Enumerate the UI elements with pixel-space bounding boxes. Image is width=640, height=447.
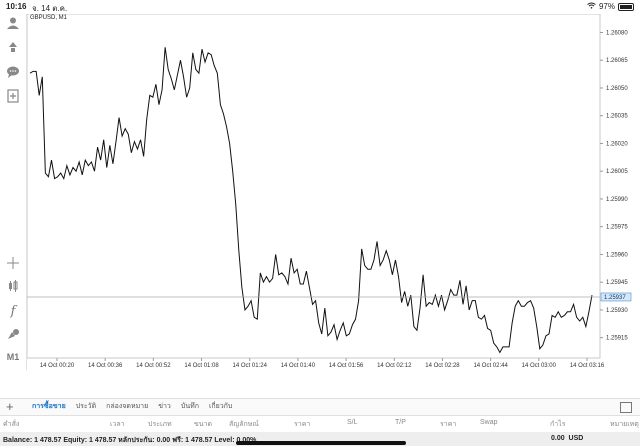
tab-4[interactable]: บันทึก (180, 403, 199, 410)
tab-2[interactable]: กล่องจดหมาย (106, 403, 149, 410)
x-tick-label: 14 Oct 02:12 (377, 363, 412, 369)
price-series-line (29, 47, 593, 354)
y-tick-label: 1.26005 (606, 169, 628, 175)
y-tick-label: 1.26035 (606, 114, 628, 120)
x-tick-label: 14 Oct 00:52 (136, 363, 171, 369)
balance-bar: Balance: 1 478.57 Equity: 1 478.57 หลักป… (0, 432, 640, 446)
x-tick-label: 14 Oct 03:16 (570, 363, 605, 369)
current-price-box (600, 292, 632, 302)
crosshair-icon[interactable] (4, 254, 22, 272)
y-tick-label: 1.25975 (606, 225, 628, 231)
battery-percent: 97% (598, 2, 615, 11)
column-header[interactable]: กำไร (550, 421, 566, 428)
tab-3[interactable]: ข่าว (158, 403, 171, 410)
column-header[interactable]: S/L (347, 419, 358, 426)
x-tick-label: 14 Oct 01:08 (184, 363, 219, 369)
plot-frame (26, 13, 601, 359)
profit-total: 0.00 USD (551, 435, 583, 442)
status-time: 10:16 (6, 2, 27, 11)
y-tick-label: 1.26050 (606, 86, 628, 92)
chart-type-icon[interactable] (4, 277, 22, 295)
chart-svg: 1.26080 1.26065 1.26050 1.26035 1.26020 1.260… (26, 13, 632, 369)
profit-currency: USD (568, 435, 584, 442)
window-toggle-icon[interactable] (620, 402, 632, 413)
tab-1[interactable]: ประวัติ (75, 403, 97, 410)
y-tick-label: 1.26065 (606, 58, 628, 64)
column-header[interactable]: สัญลักษณ์ (229, 421, 259, 428)
x-tick-label: 14 Oct 00:36 (88, 363, 123, 369)
price-chart[interactable]: 1.26080 1.26065 1.26050 1.26035 1.26020 1.260… (26, 13, 640, 370)
x-tick-label: 14 Oct 01:40 (281, 363, 316, 369)
column-header[interactable]: ราคา (440, 421, 457, 428)
chat-icon[interactable] (4, 63, 22, 81)
tab-0[interactable]: การซื้อขาย (32, 403, 66, 410)
column-header[interactable]: หมายเหตุ (610, 421, 639, 428)
y-tick-label: 1.26020 (606, 141, 628, 147)
status-bar: 10:16 จ. 14 ต.ค. 97% (0, 0, 640, 14)
new-order-icon[interactable] (4, 87, 22, 105)
profit-value: 0.00 (551, 435, 565, 442)
y-tick-label: 1.25960 (606, 252, 628, 258)
battery-icon (618, 2, 634, 11)
column-header[interactable]: คำสั่ง (3, 421, 20, 428)
add-icon[interactable]: + (6, 399, 14, 414)
column-header[interactable]: ขนาด (194, 421, 213, 428)
tab-5[interactable]: เกี่ยวกับ (208, 403, 233, 410)
column-header[interactable]: Swap (480, 419, 498, 426)
trade-table-header: คำสั่ง เวลา ประเภท ขนาด สัญลักษณ์ ราคา S/L T/P ร… (0, 416, 640, 430)
column-header[interactable]: T/P (395, 419, 406, 426)
column-header[interactable]: ราคา (294, 421, 311, 428)
column-header[interactable]: เวลา (110, 421, 125, 428)
timeframe-button[interactable]: M1 (6, 352, 20, 362)
chart-symbol-label: GBPUSD, M1 (30, 15, 68, 21)
tab-list: การซื้อขาย ประวัติ กล่องจดหมาย ข่าว บันทึก เก… (32, 399, 232, 415)
column-header[interactable]: ประเภท (148, 421, 172, 428)
objects-icon[interactable] (4, 325, 22, 343)
x-tick-label: 14 Oct 02:28 (425, 363, 460, 369)
x-tick-label: 14 Oct 01:24 (233, 363, 268, 369)
status-date: จ. 14 ต.ค. (32, 4, 68, 13)
x-tick-label: 14 Oct 02:44 (473, 363, 508, 369)
x-tick-label: 14 Oct 03:00 (522, 363, 557, 369)
chart-toolbar: f M1 (0, 14, 27, 370)
account-icon[interactable] (4, 14, 22, 32)
balance-text: Balance: 1 478.57 Equity: 1 478.57 หลักป… (3, 437, 257, 444)
current-price-label: 1.25937 (604, 295, 626, 301)
y-tick-label: 1.25945 (606, 280, 628, 286)
wifi-icon (587, 2, 596, 11)
y-tick-label: 1.25930 (606, 308, 628, 314)
terminal-tabs: + การซื้อขาย ประวัติ กล่องจดหมาย ข่าว บันทึก… (0, 398, 640, 416)
y-tick-label: 1.26080 (606, 30, 628, 36)
indicators-icon[interactable]: f (10, 303, 16, 319)
x-tick-label: 14 Oct 01:56 (329, 363, 364, 369)
status-right: 97% (587, 2, 634, 11)
home-indicator (236, 441, 406, 445)
y-tick-label: 1.25990 (606, 197, 628, 203)
x-tick-label: 14 Oct 00:20 (40, 363, 75, 369)
trade-icon[interactable] (4, 38, 22, 56)
y-tick-label: 1.25915 (606, 336, 628, 342)
